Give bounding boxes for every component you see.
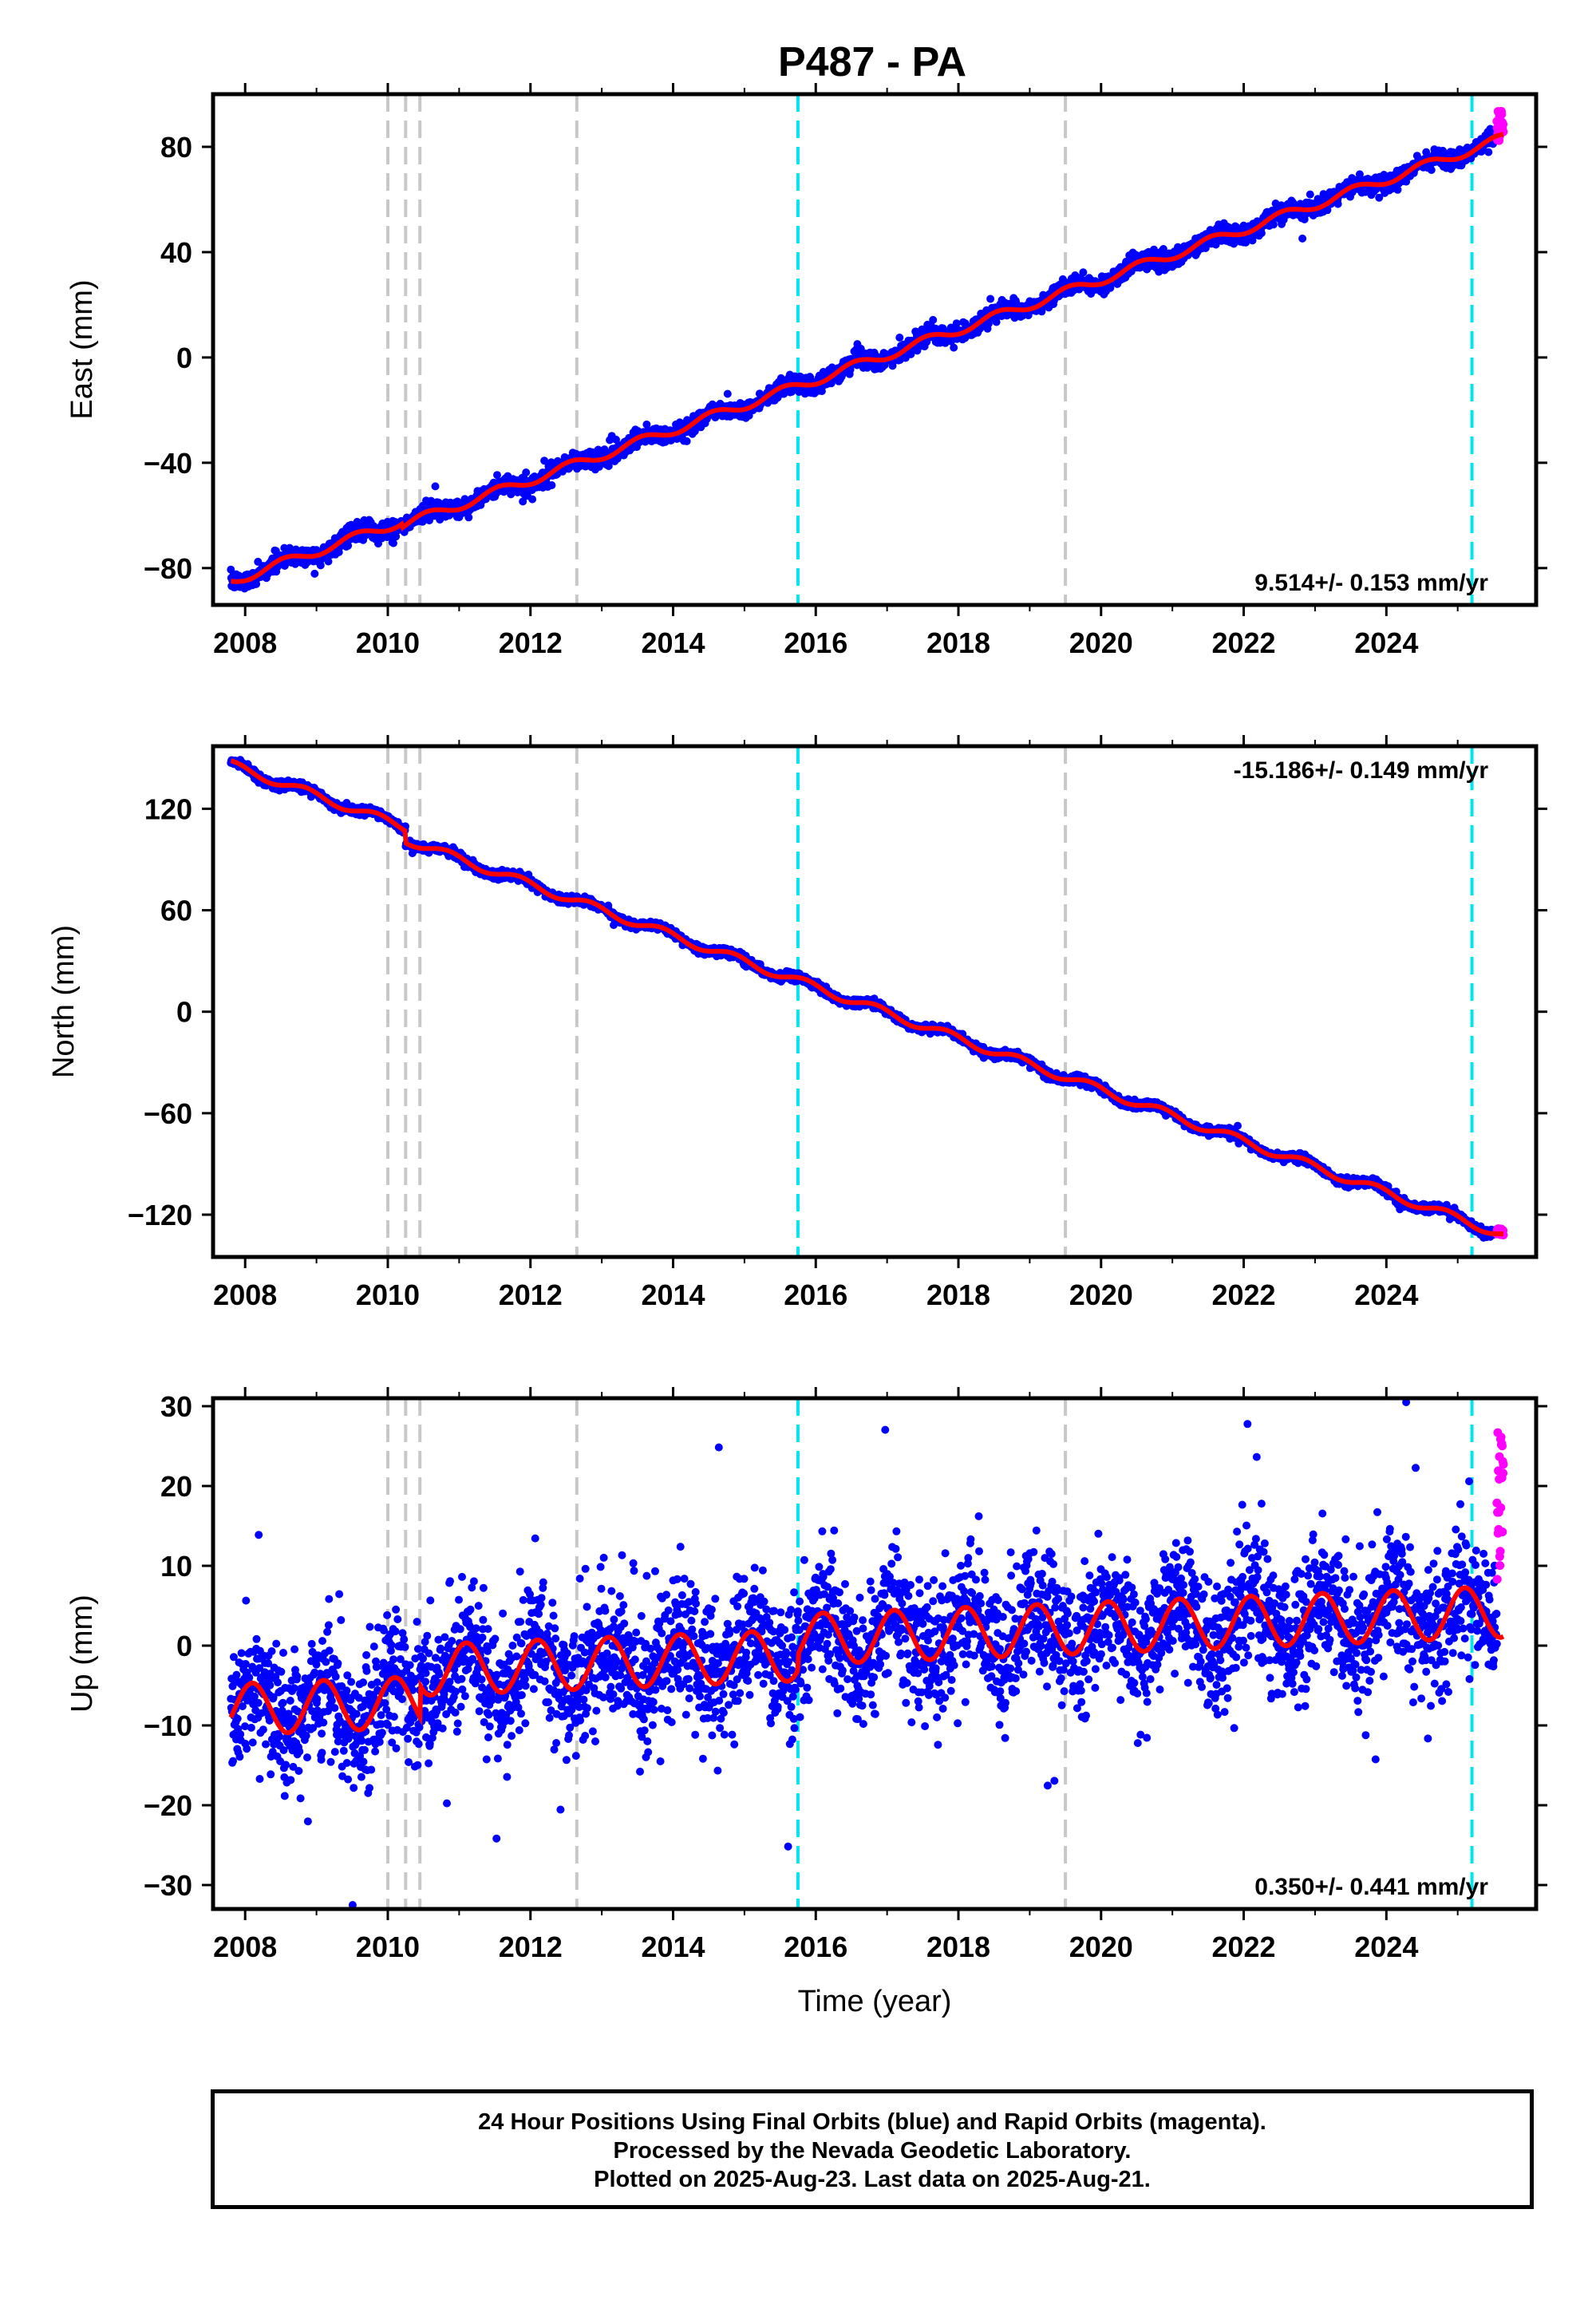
x-tick-label: 2010 — [356, 626, 420, 659]
y-tick-label: 30 — [160, 1390, 192, 1423]
y-tick-label: 80 — [160, 131, 192, 164]
y-tick-label: 0 — [176, 1630, 192, 1662]
north-axis-label: North (mm) — [47, 925, 81, 1078]
rapid-orbit-point — [1492, 1575, 1502, 1584]
rapid-orbit-point — [1499, 1460, 1508, 1469]
east-velocity-label: 9.514+/- 0.153 mm/yr — [1254, 570, 1488, 596]
up-rapid-orbit-points — [1492, 1428, 1508, 1584]
x-tick-label: 2024 — [1354, 1279, 1418, 1311]
x-tick-label: 2018 — [926, 1931, 990, 1963]
x-tick-label: 2022 — [1211, 1931, 1275, 1963]
final-orbit-point — [227, 756, 1501, 1242]
x-tick-label: 2022 — [1211, 1279, 1275, 1311]
up-axis-label: Up (mm) — [65, 1595, 99, 1713]
x-tick-label: 2012 — [499, 1931, 563, 1963]
y-tick-label: −10 — [144, 1709, 192, 1742]
rapid-orbit-point — [1497, 1441, 1507, 1451]
x-tick-label: 2018 — [926, 626, 990, 659]
rapid-orbit-point — [1495, 1547, 1505, 1556]
rapid-orbit-point — [1496, 1503, 1506, 1512]
time-axis-label: Time (year) — [798, 1985, 952, 2018]
rapid-orbit-point — [1499, 1468, 1508, 1478]
x-tick-label: 2020 — [1069, 1279, 1133, 1311]
y-tick-label: 0 — [176, 342, 192, 374]
east-axis-label: East (mm) — [65, 279, 99, 419]
x-tick-label: 2020 — [1069, 626, 1133, 659]
final-orbit-point — [227, 1398, 1501, 1909]
x-tick-label: 2024 — [1354, 1931, 1418, 1963]
x-tick-label: 2022 — [1211, 626, 1275, 659]
x-tick-label: 2014 — [641, 1279, 705, 1311]
x-tick-label: 2016 — [784, 1279, 847, 1311]
y-tick-label: 0 — [176, 996, 192, 1029]
x-tick-label: 2014 — [641, 626, 705, 659]
up-model-fit-line — [228, 1585, 1505, 1736]
y-tick-label: −80 — [144, 552, 192, 585]
x-tick-label: 2008 — [213, 626, 277, 659]
y-tick-label: −40 — [144, 447, 192, 480]
rapid-orbit-point — [1499, 120, 1508, 129]
x-tick-label: 2010 — [356, 1931, 420, 1963]
processing-note-line-2: Processed by the Nevada Geodetic Laborat… — [613, 2138, 1132, 2164]
y-tick-label: −30 — [144, 1869, 192, 1902]
x-tick-label: 2018 — [926, 1279, 990, 1311]
x-tick-label: 2008 — [213, 1931, 277, 1963]
y-tick-label: 20 — [160, 1470, 192, 1503]
north-panel: 2008 2010 2012 2014 2016 2018 2020 2022 2024 120 6… — [47, 735, 1547, 1311]
rapid-orbit-point — [1497, 109, 1507, 119]
x-tick-label: 2014 — [641, 1931, 705, 1963]
y-tick-label: 60 — [160, 895, 192, 927]
y-tick-label: −120 — [128, 1199, 192, 1231]
y-tick-label: 120 — [144, 792, 192, 825]
x-tick-label: 2024 — [1354, 626, 1418, 659]
rapid-orbit-point — [1495, 1561, 1505, 1571]
up-velocity-label: 0.350+/- 0.441 mm/yr — [1254, 1874, 1488, 1900]
processing-note-box: 24 Hour Positions Using Final Orbits (bl… — [211, 2089, 1534, 2209]
y-tick-label: 40 — [160, 236, 192, 269]
east-panel: 2008 2010 2012 2014 2016 2018 2020 2022 2024 80 40… — [65, 83, 1547, 659]
x-tick-label: 2016 — [784, 626, 847, 659]
y-tick-label: −60 — [144, 1097, 192, 1130]
up-panel: 2008 2010 2012 2014 2016 2018 2020 2022 20243020… — [65, 1387, 1547, 2018]
processing-note-line-1: 24 Hour Positions Using Final Orbits (bl… — [478, 2109, 1266, 2135]
x-tick-label: 2008 — [213, 1279, 277, 1311]
x-tick-label: 2020 — [1069, 1931, 1133, 1963]
up-final-orbit-points — [227, 1398, 1501, 1909]
x-tick-label: 2010 — [356, 1279, 420, 1311]
north-model-fit-line — [230, 758, 1503, 1236]
x-tick-label: 2012 — [499, 626, 563, 659]
rapid-orbit-point — [1498, 1528, 1507, 1537]
chart-title: P487 - PA — [778, 39, 966, 85]
north-final-orbit-points — [227, 756, 1501, 1242]
y-tick-label: −20 — [144, 1789, 192, 1822]
east-model-fit-line — [231, 132, 1504, 584]
x-tick-label: 2016 — [784, 1931, 847, 1963]
processing-note-line-3: Plotted on 2025-Aug-23. Last data on 202… — [594, 2167, 1151, 2192]
up-plot-frame — [211, 1396, 1539, 1911]
north-plot-frame — [211, 744, 1539, 1259]
north-velocity-label: -15.186+/- 0.149 mm/yr — [1234, 757, 1489, 784]
y-tick-label: 10 — [160, 1550, 192, 1583]
east-plot-frame — [211, 92, 1539, 607]
x-tick-label: 2012 — [499, 1279, 563, 1311]
